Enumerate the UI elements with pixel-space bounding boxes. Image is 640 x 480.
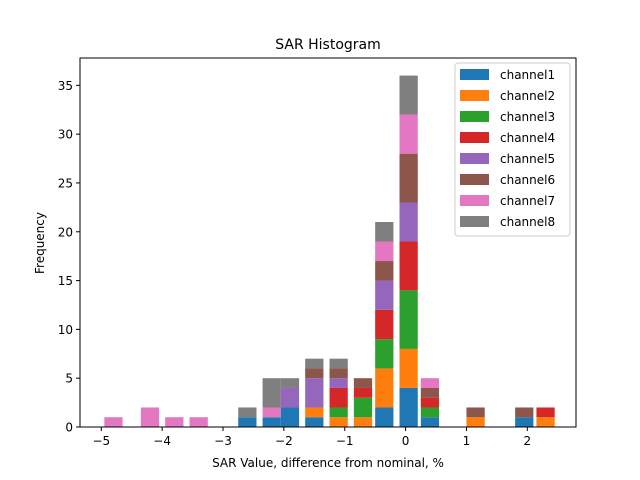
- bar-channel3-bin-9: [353, 397, 373, 418]
- bar-channel1-bin-10: [375, 407, 394, 427]
- bar-channel3-bin-8: [329, 407, 348, 418]
- bar-channel2-bin-15: [536, 417, 555, 427]
- legend-swatch-channel5: [460, 153, 489, 164]
- bar-channel1-bin-12: [420, 417, 440, 427]
- bar-channel6-bin-14: [515, 407, 534, 418]
- bar-channel7-bin-5: [262, 407, 281, 418]
- bar-channel4-bin-12: [420, 397, 440, 408]
- legend-swatch-channel7: [460, 195, 489, 206]
- bar-channel5-bin-6: [280, 387, 300, 408]
- bar-channel8-bin-6: [280, 378, 300, 388]
- bar-channel7-bin-11: [399, 114, 418, 154]
- legend-frame: [454, 62, 571, 237]
- y-axis-label: Frequency: [33, 212, 47, 274]
- bar-channel7-bin-1: [140, 407, 160, 427]
- x-axis-ticks: −5 −4 −3 −2 −1 0 1 2: [92, 427, 531, 448]
- bar-channel1-bin-5: [262, 417, 281, 427]
- legend-label-channel3: channel3: [500, 110, 555, 124]
- bar-channel4-bin-9: [353, 387, 373, 398]
- legend-swatch-channel8: [460, 216, 489, 227]
- bar-channel6-bin-7: [305, 368, 324, 379]
- y-tick-label: 25: [58, 176, 73, 190]
- bar-channel1-bin-6: [280, 407, 300, 427]
- bar-channel7-bin-0: [104, 417, 123, 427]
- x-tick-label: 2: [523, 434, 531, 448]
- y-tick-label: 35: [58, 79, 73, 93]
- bar-channel8-bin-4: [238, 407, 257, 418]
- x-tick-label: −2: [275, 434, 293, 448]
- bar-channel2-bin-9: [353, 417, 373, 427]
- legend-swatch-channel4: [460, 132, 489, 143]
- bar-channel5-bin-8: [329, 378, 348, 388]
- bar-channel6-bin-10: [375, 261, 394, 281]
- bar-channel1-bin-7: [305, 417, 324, 427]
- legend-label-channel2: channel2: [500, 89, 555, 103]
- legend-swatch-channel3: [460, 111, 489, 122]
- legend-label-channel7: channel7: [500, 194, 555, 208]
- legend-swatch-channel6: [460, 174, 489, 185]
- bar-channel6-bin-11: [399, 153, 418, 203]
- bars-layer: [104, 75, 555, 427]
- bar-channel6-bin-9: [353, 378, 373, 388]
- bar-channel4-bin-15: [536, 407, 555, 418]
- bar-channel1-bin-14: [515, 417, 534, 427]
- bar-channel5-bin-11: [399, 202, 418, 242]
- legend-label-channel6: channel6: [500, 173, 555, 187]
- legend-swatch-channel2: [460, 90, 489, 101]
- bar-channel8-bin-8: [329, 358, 348, 369]
- x-axis-label: SAR Value, difference from nominal, %: [212, 456, 444, 470]
- bar-channel2-bin-8: [329, 417, 348, 427]
- bar-channel8-bin-7: [305, 358, 324, 369]
- bar-channel1-bin-11: [399, 387, 418, 427]
- y-tick-label: 0: [65, 421, 73, 435]
- bar-channel8-bin-10: [375, 222, 394, 242]
- x-tick-label: 1: [463, 434, 471, 448]
- bar-channel7-bin-12: [420, 378, 440, 388]
- x-tick-label: −4: [153, 434, 171, 448]
- bar-channel7-bin-10: [375, 241, 394, 262]
- bar-channel7-bin-3: [189, 417, 208, 427]
- legend-label-channel5: channel5: [500, 152, 555, 166]
- y-tick-label: 30: [58, 128, 73, 142]
- bar-channel5-bin-7: [305, 378, 324, 408]
- legend-label-channel1: channel1: [500, 68, 555, 82]
- y-tick-label: 15: [58, 274, 73, 288]
- legend-label-channel4: channel4: [500, 131, 555, 145]
- bar-channel8-bin-5: [262, 378, 281, 408]
- y-tick-label: 10: [58, 323, 73, 337]
- x-tick-label: 0: [402, 434, 410, 448]
- legend-swatch-channel1: [460, 69, 489, 80]
- bar-channel3-bin-12: [420, 407, 440, 418]
- bar-channel3-bin-11: [399, 290, 418, 349]
- legend: channel1 channel2 channel3 channel4 channel5…: [454, 62, 571, 237]
- bar-channel4-bin-10: [375, 309, 394, 340]
- x-tick-label: −5: [92, 434, 110, 448]
- bar-channel2-bin-11: [399, 348, 418, 388]
- bar-channel6-bin-8: [329, 368, 348, 379]
- x-tick-label: −3: [214, 434, 232, 448]
- x-tick-label: −1: [336, 434, 354, 448]
- bar-channel6-bin-12: [420, 387, 440, 398]
- bar-channel4-bin-11: [399, 241, 418, 291]
- bar-channel1-bin-4: [238, 417, 257, 427]
- plot-frame: [79, 57, 577, 428]
- bar-channel8-bin-11: [399, 75, 418, 115]
- bar-channel4-bin-8: [329, 387, 348, 408]
- y-tick-label: 5: [65, 372, 73, 386]
- chart-title: SAR Histogram: [275, 37, 381, 53]
- y-axis-ticks: 0 5 10 15 20 25 30 35: [58, 79, 80, 435]
- bar-channel2-bin-13: [466, 417, 485, 427]
- bar-channel3-bin-10: [375, 339, 394, 369]
- bar-channel7-bin-2: [165, 417, 184, 427]
- y-tick-label: 20: [58, 225, 73, 239]
- bar-channel5-bin-10: [375, 280, 394, 310]
- legend-label-channel8: channel8: [500, 215, 555, 229]
- bar-channel2-bin-10: [375, 368, 394, 408]
- bar-channel6-bin-13: [466, 407, 485, 418]
- bar-channel2-bin-7: [305, 407, 324, 418]
